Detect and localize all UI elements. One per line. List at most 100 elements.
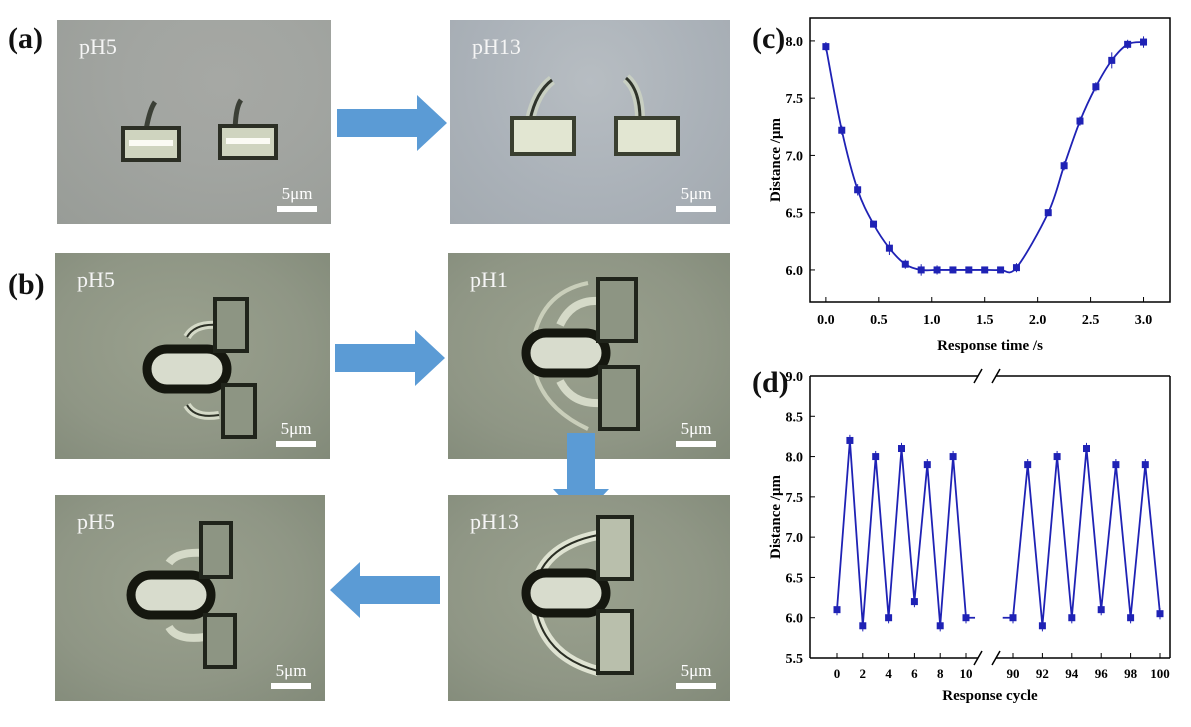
panel-label-b: (b) (8, 268, 45, 301)
axis-break-mark (973, 650, 983, 666)
scale-label: 5μm (281, 184, 313, 203)
y-axis-label: Distance /μm (768, 475, 784, 559)
chart-d: 5.5 6.0 6.5 7.0 7.5 8.0 8.5 9.0 0 2 4 6 8 10 90 92 94 96 9… (768, 368, 1171, 704)
scale-label: 5μm (280, 419, 312, 438)
y-tick-label: 6.0 (786, 612, 804, 627)
x-tick-label: 6 (911, 666, 918, 681)
data-point (962, 614, 970, 622)
x-tick-label: 1.0 (923, 313, 941, 328)
x-tick-label: 2.0 (1029, 313, 1047, 328)
data-point (1060, 162, 1068, 170)
axis-break-mark (973, 368, 983, 384)
axis-break-mark (991, 650, 1001, 666)
x-tick-label: 0.5 (870, 313, 888, 328)
scale-bar: 5μm (277, 184, 317, 212)
data-point (854, 186, 862, 194)
y-axis-label: Distance /μm (768, 118, 784, 202)
data-point (1044, 209, 1052, 217)
data-point (1124, 40, 1132, 48)
data-point (1092, 83, 1100, 91)
data-point (901, 260, 909, 268)
y-tick-label: 6.5 (786, 571, 804, 586)
micrograph-a-ph13: pH13 5μm (450, 20, 730, 224)
data-point (885, 614, 893, 622)
series-line (824, 41, 1144, 274)
data-point (1112, 461, 1120, 469)
data-point (1009, 614, 1017, 622)
x-tick-label: 2 (860, 666, 867, 681)
panel-label-d: (d) (752, 366, 789, 399)
data-point (898, 445, 905, 453)
data-point (1108, 56, 1116, 64)
ph-label: pH13 (472, 34, 521, 59)
ph-label: pH5 (79, 34, 117, 59)
data-point (838, 126, 846, 134)
x-tick-label: 2.5 (1082, 313, 1100, 328)
x-tick-label: 92 (1036, 666, 1049, 681)
x-tick-label: 96 (1095, 666, 1109, 681)
data-point (1068, 614, 1076, 622)
y-tick-label: 7.5 (786, 491, 804, 506)
x-axis-label: Response time /s (937, 338, 1043, 354)
panel-label-a: (a) (8, 22, 43, 55)
x-tick-label: 1.5 (976, 313, 994, 328)
series-line (836, 440, 976, 626)
ph-label: pH5 (77, 267, 115, 292)
y-tick-label: 7.0 (786, 531, 804, 546)
scale-label: 5μm (680, 184, 712, 203)
data-point (1038, 622, 1046, 630)
data-point (1156, 610, 1164, 618)
data-point (1127, 614, 1135, 622)
micrograph-b-ph5-end: pH5 5μm (55, 495, 325, 701)
y-tick-label: 5.5 (786, 652, 804, 667)
data-point (1083, 445, 1090, 453)
y-tick-label: 6.0 (786, 264, 804, 279)
data-point (917, 266, 925, 274)
scale-bar: 5μm (676, 184, 716, 212)
data-point (846, 436, 854, 444)
data-point (1012, 264, 1020, 272)
arrow-right-icon (335, 330, 445, 386)
x-tick-label: 98 (1124, 666, 1138, 681)
micrograph-a-ph5: pH5 5μm (57, 20, 331, 224)
data-point (870, 220, 878, 228)
data-point (933, 266, 941, 274)
data-point (981, 266, 989, 274)
data-point (997, 266, 1005, 274)
data-point (1024, 461, 1032, 469)
micrograph-a-ph5-image (121, 98, 278, 162)
data-point (923, 461, 931, 469)
x-tick-label: 90 (1007, 666, 1020, 681)
data-point (1076, 117, 1084, 125)
arrow-left-icon (330, 562, 440, 618)
scale-label: 5μm (680, 419, 712, 438)
y-tick-label: 7.5 (786, 92, 804, 107)
data-point (833, 606, 841, 614)
scale-bar: 5μm (276, 419, 316, 447)
scale-bar: 5μm (271, 661, 311, 689)
ph-label: pH1 (470, 267, 508, 292)
data-point (885, 244, 893, 252)
plot-frame (809, 17, 1171, 303)
x-tick-label: 94 (1065, 666, 1079, 681)
micrograph-b-ph1: pH1 5μm (448, 253, 730, 459)
data-point (965, 266, 973, 274)
scale-bar: 5μm (676, 661, 716, 689)
panel-label-c: (c) (752, 22, 786, 55)
micrograph-b-image (126, 521, 237, 669)
x-tick-label: 100 (1150, 666, 1170, 681)
x-tick-label: 0.0 (817, 313, 835, 328)
micrograph-b-image (142, 297, 257, 439)
data-point (1053, 453, 1061, 461)
data-point (949, 453, 957, 461)
y-tick-label: 6.5 (786, 207, 804, 222)
scale-label: 5μm (680, 661, 712, 680)
y-tick-label: 8.0 (786, 451, 804, 466)
data-point (949, 266, 957, 274)
data-point (1141, 461, 1149, 469)
data-point (859, 622, 867, 630)
data-point (936, 622, 944, 630)
series-line (1002, 448, 1161, 626)
ph-label: pH13 (470, 509, 519, 534)
y-tick-label: 8.0 (786, 35, 804, 50)
